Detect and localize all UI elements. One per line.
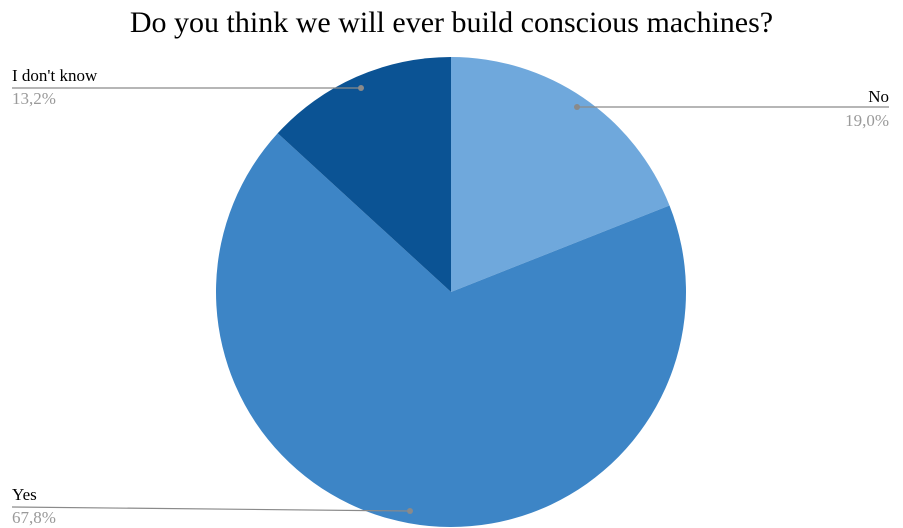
slice-value-no: 19,0% xyxy=(845,111,889,130)
pie-slices xyxy=(216,57,687,527)
slice-label-i-don-t-know: I don't know xyxy=(12,66,98,85)
pie-slice-i-don-t-know xyxy=(277,57,451,292)
pie-slice-yes xyxy=(216,133,687,527)
callout-dot-yes xyxy=(407,508,413,514)
pie-slice-no xyxy=(451,57,670,292)
slice-value-yes: 67,8% xyxy=(12,508,56,527)
callout-dot-i-don-t-know xyxy=(358,85,364,91)
chart-title: Do you think we will ever build consciou… xyxy=(129,6,774,39)
pie-callouts: No 19,0% Yes 67,8% I don't know 13,2% xyxy=(11,66,889,527)
slice-label-yes: Yes xyxy=(12,485,37,504)
callout-line-yes xyxy=(11,506,411,512)
callout-dot-no xyxy=(574,104,580,110)
slice-value-i-don-t-know: 13,2% xyxy=(12,89,56,108)
slice-label-no: No xyxy=(868,87,889,106)
